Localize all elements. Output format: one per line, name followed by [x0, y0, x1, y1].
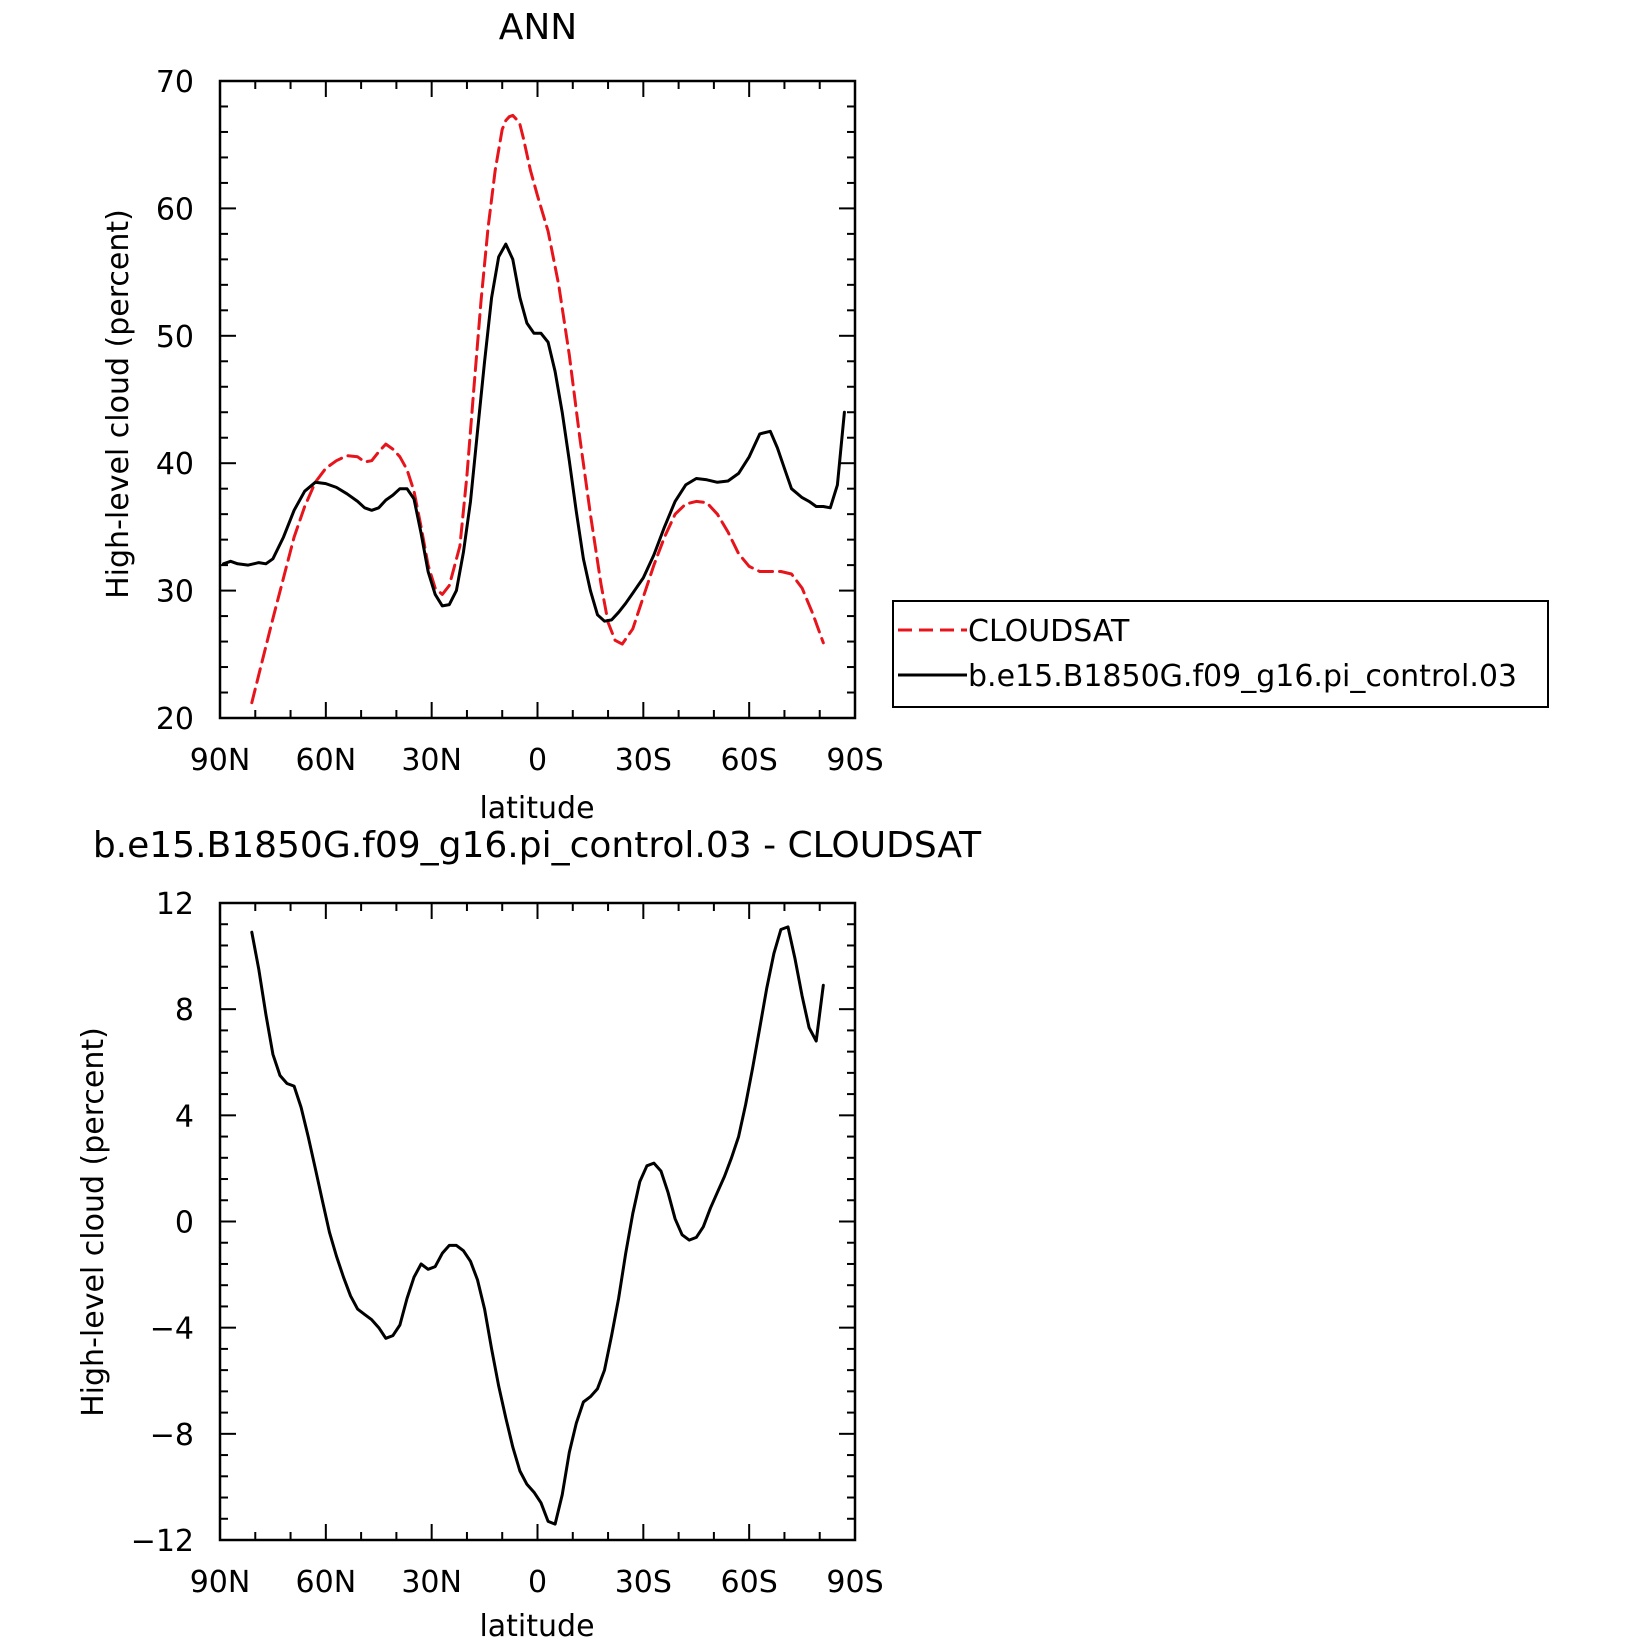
top-y-axis-label: High-level cloud (percent) — [101, 209, 136, 599]
y-tick-label: 20 — [156, 702, 194, 737]
top-plot-area: 90N 60N 30N 0 30S 60S 90S 20 30 40 50 60 70 — [156, 65, 884, 778]
y-tick-label: −12 — [131, 1524, 194, 1559]
plot-frame — [218, 901, 857, 1542]
top-chart-title: ANN — [499, 7, 578, 48]
y-tick-label: 0 — [175, 1206, 194, 1241]
x-tick-label: 90N — [190, 1565, 251, 1600]
bottom-panel: b.e15.B1850G.f09_g16.pi_control.03 - CLO… — [76, 825, 982, 1641]
y-tick-label: −8 — [150, 1418, 194, 1453]
bottom-chart-title: b.e15.B1850G.f09_g16.pi_control.03 - CLO… — [93, 825, 982, 866]
legend-label-model: b.e15.B1850G.f09_g16.pi_control.03 — [968, 659, 1517, 694]
difference-series-line — [250, 925, 825, 1526]
y-tick-label: −4 — [150, 1312, 194, 1347]
x-tick-label: 90S — [826, 1565, 883, 1600]
top-panel: ANN 90N 60N 30N 0 30S 60S 90S 20 30 40 50 60 70 High… — [101, 7, 1549, 826]
legend-label-cloudsat: CLOUDSAT — [968, 614, 1130, 649]
top-x-axis-label: latitude — [479, 791, 594, 826]
x-tick-label: 60N — [296, 1565, 357, 1600]
legend-box — [892, 600, 1549, 708]
y-tick-label: 8 — [175, 993, 194, 1028]
x-tick-label: 90S — [826, 743, 883, 778]
bottom-x-axis-label: latitude — [479, 1609, 594, 1641]
y-tick-label: 30 — [156, 575, 194, 610]
series-line-b-e15-b1850g-f09-g16-pi-control-03 — [222, 242, 846, 623]
x-tick-label: 60S — [721, 743, 778, 778]
y-tick-label: 4 — [175, 1099, 194, 1134]
y-tick-label: 60 — [156, 192, 194, 227]
series-line-cloudsat — [250, 113, 825, 705]
y-tick-label: 70 — [156, 65, 194, 100]
x-tick-label: 30S — [615, 743, 672, 778]
x-tick-label: 90N — [190, 743, 251, 778]
x-tick-label: 60N — [296, 743, 357, 778]
y-tick-label: 40 — [156, 447, 194, 482]
plot-frame — [218, 79, 857, 720]
y-tick-label: 50 — [156, 320, 194, 355]
x-tick-label: 30S — [615, 1565, 672, 1600]
x-tick-label: 30N — [401, 1565, 462, 1600]
x-tick-label: 0 — [528, 743, 547, 778]
x-tick-label: 30N — [401, 743, 462, 778]
x-tick-label: 0 — [528, 1565, 547, 1600]
bottom-plot-area: 90N 60N 30N 0 30S 60S 90S −12 −8 −4 0 4 8 12 — [131, 887, 884, 1600]
y-tick-label: 12 — [156, 887, 194, 922]
x-tick-label: 60S — [721, 1565, 778, 1600]
legend: CLOUDSAT b.e15.B1850G.f09_g16.pi_control… — [892, 600, 1549, 708]
bottom-y-axis-label: High-level cloud (percent) — [76, 1027, 111, 1417]
